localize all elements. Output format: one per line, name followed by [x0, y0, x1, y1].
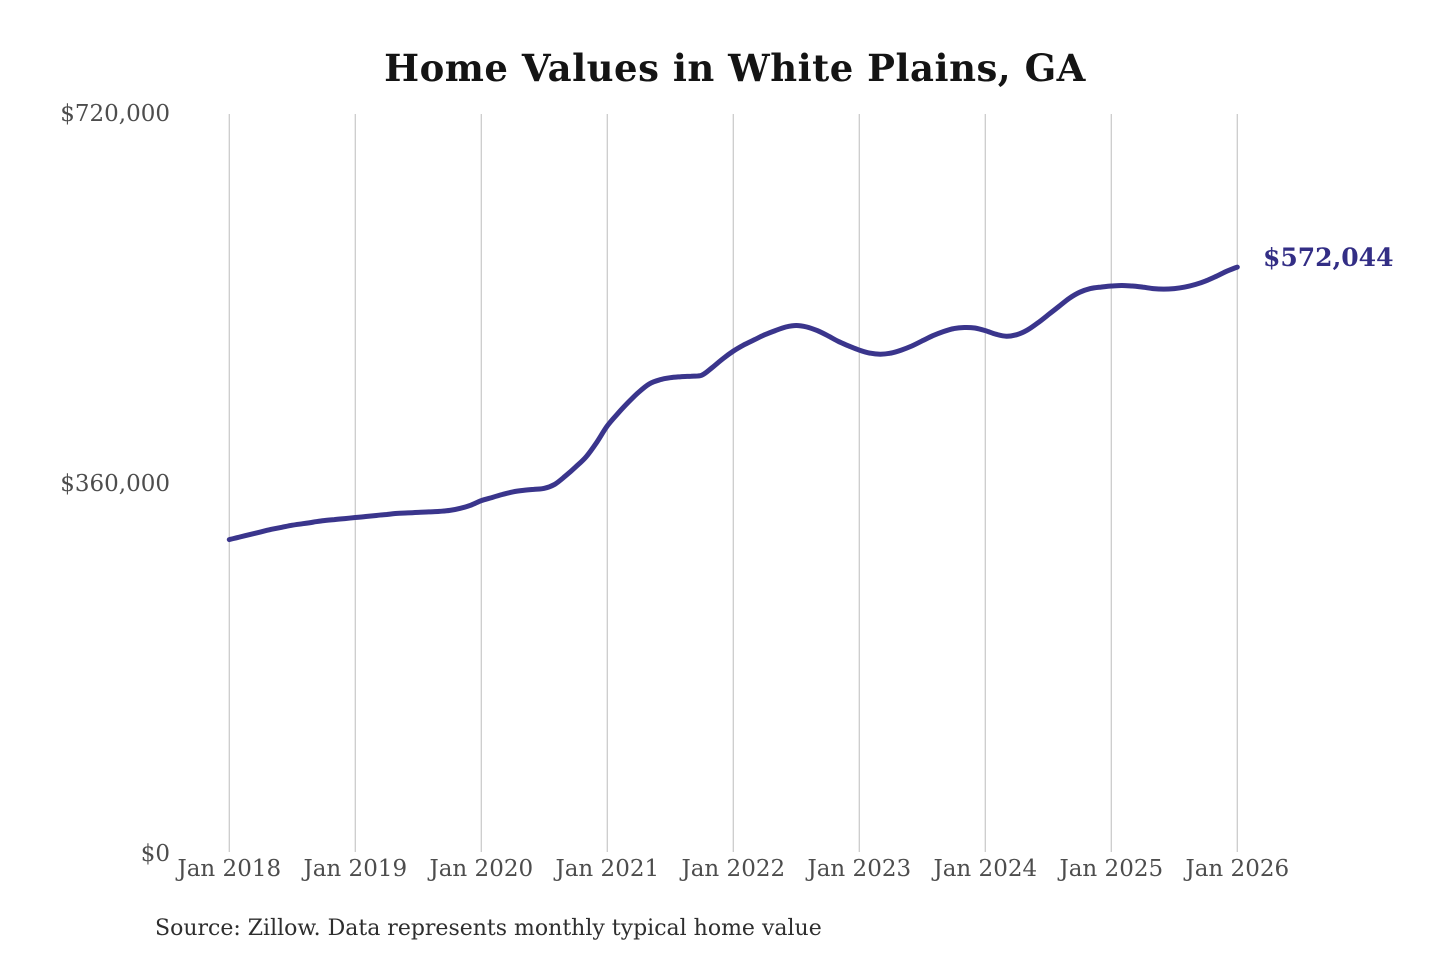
y-axis-tick-0: $0: [140, 841, 170, 867]
x-axis-tick-label: Jan 2026: [1185, 856, 1290, 882]
x-axis-tick-label: Jan 2025: [1059, 856, 1164, 882]
chart-title: Home Values in White Plains, GA: [384, 46, 1086, 90]
x-axis-tick-label: Jan 2019: [303, 856, 408, 882]
y-axis-tick-720000: $720,000: [60, 101, 170, 127]
y-axis-tick-360000: $360,000: [60, 471, 170, 497]
x-axis-tick-label: Jan 2022: [681, 856, 786, 882]
x-axis-labels: Jan 2018 Jan 2019 Jan 2020 Jan 2021 Jan 2022…: [0, 856, 1440, 892]
latest-value-label: $572,044: [1263, 243, 1394, 272]
x-axis-tick-label: Jan 2018: [177, 856, 282, 882]
x-axis-tick-label: Jan 2020: [429, 856, 534, 882]
x-axis-tick-label: Jan 2023: [807, 856, 912, 882]
x-axis-tick-label: Jan 2021: [555, 856, 660, 882]
gridlines: [228, 114, 1238, 852]
x-axis-tick-label: Jan 2024: [933, 856, 1038, 882]
source-note: Source: Zillow. Data represents monthly …: [155, 916, 822, 941]
home-value-line-series: [226, 264, 1240, 543]
